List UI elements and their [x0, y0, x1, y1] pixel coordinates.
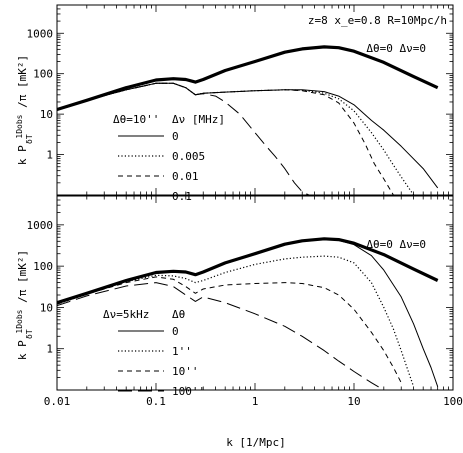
panel-annotation: z=8 x_e=0.8 R=10Mpc/h — [308, 14, 447, 27]
series-line — [57, 82, 310, 195]
x-tick-label: 10 — [347, 395, 360, 408]
series-line — [57, 82, 439, 189]
panel-top: 1 10 100 1000 z=8 x_e=0.8 R=10Mpc/h Δθ=0 Δν=0… — [27, 4, 454, 203]
y-axis-title-main: k P — [16, 340, 29, 360]
y-axis-title-top: k P 1Dobs /π [mK²] δT — [12, 55, 34, 165]
x-tick-label: 1 — [252, 395, 259, 408]
legend-label: 0.005 — [172, 150, 205, 163]
y-axis-title-sub: δT — [25, 329, 34, 339]
legend-label: 0.01 — [172, 170, 199, 183]
reference-curve-label: Δθ=0 Δν=0 — [366, 42, 426, 55]
legend-title: Δθ — [172, 308, 185, 321]
y-axis-title-bottom: k P 1Dobs /π [mK²] δT — [12, 250, 34, 360]
y-tick-label: 10 — [40, 108, 53, 121]
series-line — [57, 255, 415, 387]
x-axis-title: k [1/Mpc] — [226, 436, 286, 449]
y-axis-title-rest: /π [mK²] — [16, 55, 29, 108]
x-tick-label: 0.1 — [146, 395, 166, 408]
reference-curve-label: Δθ=0 Δν=0 — [366, 238, 426, 251]
series-line — [57, 45, 439, 112]
y-axis-title-main: k P — [16, 145, 29, 165]
y-axis-title-sup: 1Dobs — [15, 309, 24, 333]
y-tick-label: 1 — [46, 149, 53, 162]
series-line — [57, 82, 415, 195]
plot-frame — [56, 4, 454, 196]
legend-label: 0 — [172, 325, 179, 338]
legend-label: 1'' — [172, 345, 192, 358]
x-tick-label: 0.01 — [44, 395, 71, 408]
svg-text:k P 1Dobs /π [mK²]: k P 1Dobs /π [mK²] — [12, 55, 29, 165]
series-line — [57, 282, 385, 390]
legend-label: 0 — [172, 130, 179, 143]
legend-title: Δν=5kHz — [103, 308, 149, 321]
svg-text:k P 1Dobs /π [mK²]: k P 1Dobs /π [mK²] — [12, 250, 29, 360]
legend-label: 100'' — [172, 385, 205, 398]
y-tick-label: 1000 — [27, 27, 54, 40]
y-axis-title-rest: /π [mK²] — [16, 250, 29, 303]
panel-bottom: 1 10 100 1000 0.01 0.1 1 10 100 Δθ=0 Δν=0 Δν=5kHz Δ… — [27, 195, 463, 408]
y-axis-title-sub: δT — [25, 134, 34, 144]
x-tick-label: 100 — [443, 395, 463, 408]
legend-title: Δθ=10'' — [113, 113, 159, 126]
y-tick-label: 100 — [33, 68, 53, 81]
y-axis-title-sup: 1Dobs — [15, 114, 24, 138]
y-tick-label: 1 — [46, 343, 53, 356]
plot-frame — [56, 195, 454, 391]
series-line — [57, 276, 402, 383]
y-tick-label: 10 — [40, 301, 53, 314]
y-tick-label: 1000 — [27, 219, 54, 232]
legend-label: 10'' — [172, 365, 199, 378]
legend-title: Δν [MHz] — [172, 113, 225, 126]
y-tick-label: 100 — [33, 260, 53, 273]
series-line — [57, 238, 439, 387]
series-line — [57, 82, 394, 195]
